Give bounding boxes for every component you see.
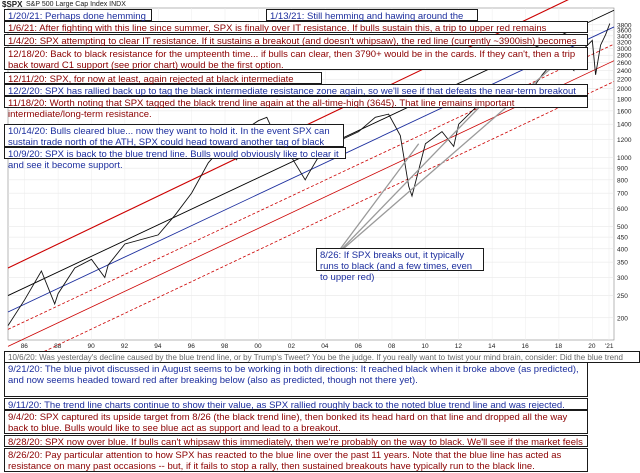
note-9-4-20: 9/4/20: SPX captured its upside target f… — [4, 410, 588, 434]
lower-red-trend-line — [7, 60, 615, 347]
y-tick-label: 1800 — [617, 97, 632, 104]
y-tick-label: 400 — [617, 246, 628, 253]
y-tick-label: 300 — [617, 275, 628, 282]
x-tick-label: 12 — [455, 343, 463, 350]
y-tick-label: 450 — [617, 235, 628, 242]
x-tick-label: 10 — [421, 343, 429, 350]
note-11-18-20: 11/18/20: Worth noting that SPX tagged t… — [4, 96, 588, 120]
y-tick-label: 3800 — [617, 22, 632, 29]
x-tick-label: 20 — [588, 343, 596, 350]
y-tick-label: 3600 — [617, 28, 632, 35]
x-tick-label: 86 — [21, 343, 29, 350]
y-tick-label: 1000 — [617, 155, 632, 162]
note-10-14-20: 10/14/20: Bulls cleared blue... now they… — [4, 124, 344, 159]
y-tick-label: 600 — [617, 206, 628, 213]
chart-description: S&P 500 Large Cap Index INDX — [26, 1, 126, 8]
note-12-11-20: 12/11/20: SPX, for now at least, again r… — [4, 72, 322, 96]
callout-pointer-line — [334, 143, 420, 257]
x-tick-label: 88 — [54, 343, 62, 350]
y-tick-label: 800 — [617, 177, 628, 184]
y-tick-label: 1200 — [617, 137, 632, 144]
x-tick-label: 14 — [488, 343, 496, 350]
note-12-2-20: 12/2/20: SPX has rallied back up to tag … — [4, 84, 588, 108]
x-tick-label: 02 — [288, 343, 296, 350]
chart-symbol: $SPX — [2, 0, 23, 9]
note-8-26-20: 8/26/20: Pay particular attention to how… — [4, 448, 588, 472]
x-tick-label: 98 — [221, 343, 229, 350]
y-tick-label: 2400 — [617, 68, 632, 75]
y-tick-label: 2800 — [617, 53, 632, 60]
y-tick-label: 350 — [617, 260, 628, 267]
y-tick-label: 3200 — [617, 39, 632, 46]
x-tick-label: 16 — [522, 343, 530, 350]
note-10-9-20: 10/9/20: SPX is back to the blue trend l… — [4, 147, 346, 171]
note-12-18-20: 12/18/20: Back to black resistance for t… — [4, 47, 588, 71]
note-1-13-21: 1/13/21: Still hemming and hawing around… — [266, 9, 478, 33]
x-tick-label: 90 — [87, 343, 95, 350]
y-tick-label: 2000 — [617, 86, 632, 93]
x-tick-label: '21 — [605, 343, 614, 350]
x-tick-label: 06 — [355, 343, 363, 350]
note-1-20-21: 1/20/21: Perhaps done hemming and hawing… — [4, 9, 152, 33]
x-tick-label: 94 — [154, 343, 162, 350]
red-dashed-trend-line — [7, 43, 615, 330]
note-9-11-20: 9/11/20: The trend line charts continue … — [4, 398, 588, 422]
x-tick-label: 96 — [188, 343, 196, 350]
y-tick-label: 2600 — [617, 60, 632, 67]
y-tick-label: 500 — [617, 224, 628, 231]
x-tick-label: 08 — [388, 343, 396, 350]
y-tick-label: 2200 — [617, 77, 632, 84]
y-tick-label: 3400 — [617, 33, 632, 40]
callout-pointer-line — [334, 105, 481, 257]
y-tick-label: 1600 — [617, 108, 632, 115]
y-tick-label: 3000 — [617, 46, 632, 53]
y-tick-label: 700 — [617, 191, 628, 198]
y-tick-label: 1400 — [617, 122, 632, 129]
x-tick-label: 00 — [254, 343, 262, 350]
x-tick-label: 04 — [321, 343, 329, 350]
y-tick-label: 200 — [617, 315, 628, 322]
y-tick-label: 900 — [617, 166, 628, 173]
y-tick-label: 250 — [617, 293, 628, 300]
note-1-6-21: 1/6/21: After fighting with this line si… — [4, 21, 588, 45]
note-1-4-20: 1/4/20: SPX attempting to clear IT resis… — [4, 34, 588, 58]
bottom-red-trend-line — [7, 81, 615, 369]
x-tick-label: 92 — [121, 343, 129, 350]
x-tick-label: 18 — [555, 343, 563, 350]
note-9-21-20: 9/21/20: The blue pivot discussed in Aug… — [4, 362, 588, 397]
note-8-28-20: 8/28/20: SPX now over blue. If bulls can… — [4, 435, 588, 459]
note-8-26-callout: 8/26: If SPX breaks out, it typically ru… — [316, 248, 484, 283]
